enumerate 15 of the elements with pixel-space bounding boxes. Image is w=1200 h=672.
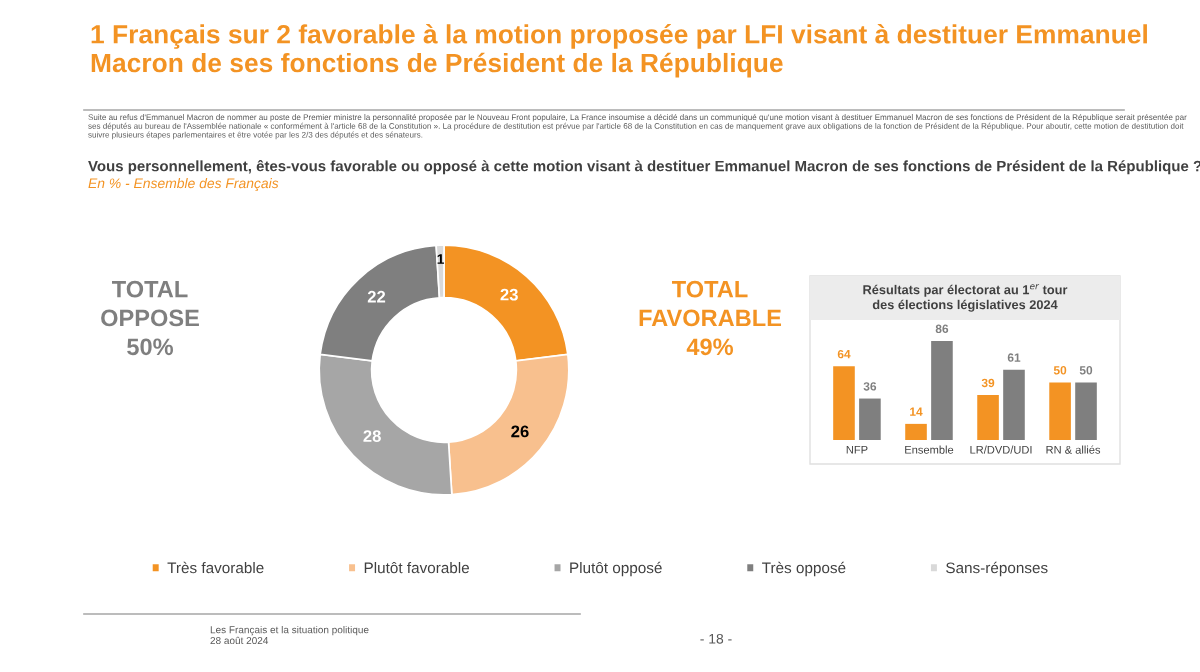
data-label: 26 [511,425,529,438]
bar [1003,369,1025,440]
text: TOTAL OPPOSE 50% [101,280,199,356]
bar [1049,382,1071,440]
data-label: 22 [367,290,386,303]
data-label: 23 [500,288,518,301]
bar [859,398,881,440]
bar [1075,382,1097,440]
bar [905,423,927,440]
text: TOTAL FAVORABLE 49% [639,280,782,356]
bar [977,395,999,440]
bar [833,366,855,440]
chart-title: 1 Français sur 2 favorable à la motion proposée par LFI visant à destituer Emmanuel Macron de ses fonctions de Président de la République [91,24,1147,78]
data-label: 28 [363,430,381,442]
bar [931,340,953,440]
